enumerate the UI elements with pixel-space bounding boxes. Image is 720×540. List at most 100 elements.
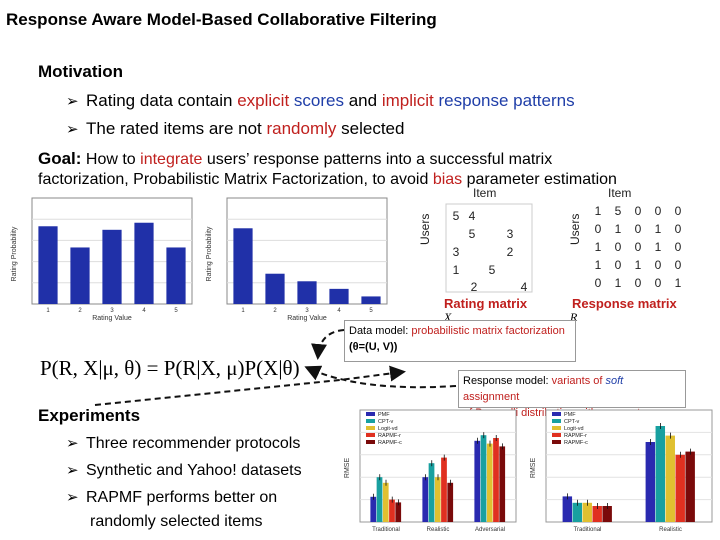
result-tick-label: Traditional [372,527,400,533]
result-bar [562,496,573,522]
rating-cell: 1 [453,263,460,277]
hist1-xlabel: Rating Value [92,315,132,322]
slide-title: Response Aware Model-Based Collaborative… [6,10,437,29]
motivation-bullet-2: ➢ The rated items are not randomly select… [66,119,405,138]
response-cell: 1 [594,258,602,272]
result-bar [447,482,454,522]
hist-bar [70,247,90,304]
arrow-responsemodel-to-equation [304,365,457,389]
response-row: 1 0 1 0 0 [588,258,692,276]
response-cell: 0 [654,258,662,272]
rating-cell: 3 [453,245,460,259]
response-row: 1 0 0 1 0 [588,240,692,258]
response-cell: 0 [594,222,602,236]
response-cell: 5 [614,204,622,218]
hist-tick-label: 2 [273,308,277,314]
response-row: 0 1 0 0 1 [588,276,692,294]
arrow-bullet-icon: ➢ [66,462,79,479]
response-matrix-caption: Response matrix [572,296,677,311]
legend-swatch [366,412,375,416]
result-bar [428,463,435,522]
hist-tick-label: 1 [241,308,245,314]
rating-item-label: Item [473,186,497,200]
legend-swatch [366,426,375,430]
hist-tick-label: 1 [46,308,50,314]
arrow-experiments-to-results [94,365,406,406]
result-bar [592,506,602,522]
result-bar [370,496,377,522]
result-bar [434,477,441,522]
result-bar [685,451,695,522]
result-tick-label: Traditional [574,527,602,533]
result-bar [486,443,493,522]
hist-tick-label: 2 [78,308,82,314]
hist-bar [166,247,186,304]
data-model-box: Data model: probabilistic matrix factori… [344,320,576,362]
response-row: 0 1 0 1 0 [588,222,692,240]
response-item-label: Item [608,186,632,200]
rating-cell: 2 [471,280,478,294]
hist-bar [38,226,58,304]
result-tick-label: Adversarial [475,527,505,533]
rating-histogram-1: 1 2 3 4 5 Rating Value Rating Probability [11,197,193,322]
result-bar [655,426,666,522]
arrow-bullet-icon: ➢ [66,489,79,506]
hist-bar [233,228,253,304]
result-tick-label: Realistic [427,527,450,533]
experiments-bullet-3-cont: randomly selected items [90,513,263,530]
legend-label: Logit-vd [564,426,584,432]
rating-cell: 2 [507,245,514,259]
response-cell: 1 [654,240,662,254]
rating-cell: 3 [507,227,514,241]
result-bar [499,446,506,522]
legend-label: RAPMF-c [564,440,588,446]
result-bar [665,435,675,522]
result-bar [395,502,402,522]
result-bar [572,502,583,522]
result-bar [376,477,383,522]
response-cell: 0 [614,258,622,272]
result-bar [645,442,656,522]
experiments-bullet-3: ➢ RAPMF performs better on [66,489,278,506]
motivation-heading: Motivation [38,62,123,81]
hist-tick-label: 5 [369,308,373,314]
motivation-bullet-1: ➢ Rating data contain explicit scores and… [66,91,575,110]
legend-swatch [366,419,375,423]
hist2-xlabel: Rating Value [287,315,327,322]
hist-tick-label: 5 [174,308,178,314]
legend-label: RAPMF-c [378,440,402,446]
rating-histogram-2: 1 2 3 4 5 Rating Value Rating Probability [206,197,388,322]
result-tick-label: Realistic [659,527,682,533]
response-cell: 0 [594,276,602,290]
result-bar [422,477,429,522]
response-cell: 0 [634,240,642,254]
hist-tick-label: 3 [110,308,114,314]
result-bar [441,457,447,522]
hist-bar [265,273,285,304]
rating-cell: 5 [489,263,496,277]
result-bar [602,506,612,522]
legend-label: RAPMF-r [564,433,587,439]
results2-ylabel: RMSE [530,458,537,479]
hist2-ylabel: Rating Probability [206,226,213,281]
response-cell: 1 [594,240,602,254]
response-cell: 0 [674,240,682,254]
response-cell: 0 [654,204,662,218]
legend-swatch [366,433,375,437]
legend-label: CPT-v [564,419,580,425]
legend-swatch [366,440,375,444]
hist-tick-label: 4 [337,308,341,314]
response-cell: 0 [634,204,642,218]
hist1-ylabel: Rating Probability [11,226,18,281]
response-cell: 0 [634,276,642,290]
legend-label: RAPMF-r [378,433,401,439]
rating-cell: 5 [453,209,460,223]
response-cell: 0 [634,222,642,236]
experiments-bullet-1: ➢ Three recommender protocols [66,435,301,452]
results1-ylabel: RMSE [344,458,351,479]
response-cell: 1 [614,222,622,236]
rating-matrix-symbol: X [444,310,452,324]
result-bar [582,502,592,522]
